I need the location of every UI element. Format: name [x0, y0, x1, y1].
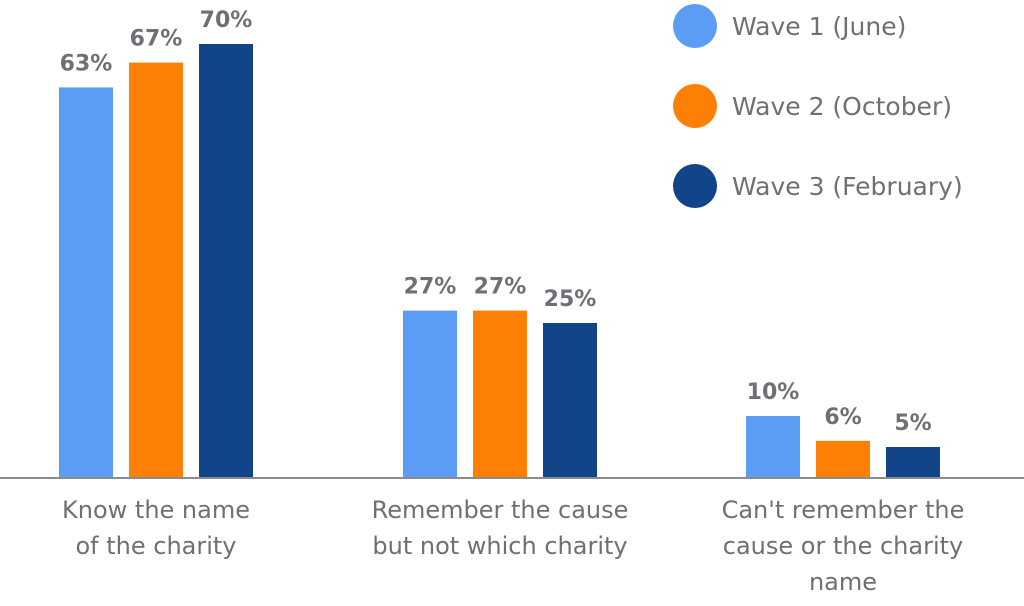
- bar: [403, 310, 457, 478]
- data-label: 25%: [544, 287, 597, 312]
- data-label: 27%: [474, 275, 527, 300]
- legend-swatch: [673, 84, 717, 128]
- data-label: 10%: [747, 380, 800, 405]
- data-label: 70%: [200, 8, 253, 33]
- category-label: Can't remember the: [722, 496, 965, 524]
- bar: [886, 447, 940, 478]
- bar: [59, 87, 113, 479]
- legend-label: Wave 2 (October): [732, 92, 952, 121]
- category-label: Know the name: [62, 496, 250, 524]
- legend-label: Wave 1 (June): [732, 12, 906, 41]
- value-labels-group: 63% 27% 10% 67% 27% 6% 70% 25% 5%: [60, 8, 932, 436]
- bar: [473, 310, 527, 478]
- category-labels-group: Know the name of the charity Remember the …: [62, 496, 964, 596]
- data-label: 63%: [60, 51, 113, 76]
- legend-swatch: [673, 4, 717, 48]
- data-label: 27%: [404, 275, 457, 300]
- data-label: 6%: [824, 405, 861, 430]
- category-label: name: [809, 568, 877, 596]
- legend: Wave 1 (June) Wave 2 (October) Wave 3 (Feb…: [673, 4, 963, 208]
- legend-label: Wave 3 (February): [732, 172, 963, 201]
- bar: [816, 440, 870, 478]
- bar: [543, 323, 597, 478]
- category-label: Remember the cause: [372, 496, 629, 524]
- category-label: but not which charity: [372, 532, 627, 560]
- bar: [746, 416, 800, 478]
- data-label: 5%: [894, 411, 931, 436]
- bar: [199, 44, 253, 478]
- category-label: cause or the charity: [723, 532, 963, 560]
- category-label: of the charity: [75, 532, 236, 560]
- bars-group: [59, 44, 940, 479]
- legend-swatch: [673, 164, 717, 208]
- data-label: 67%: [130, 27, 183, 52]
- bar: [129, 62, 183, 478]
